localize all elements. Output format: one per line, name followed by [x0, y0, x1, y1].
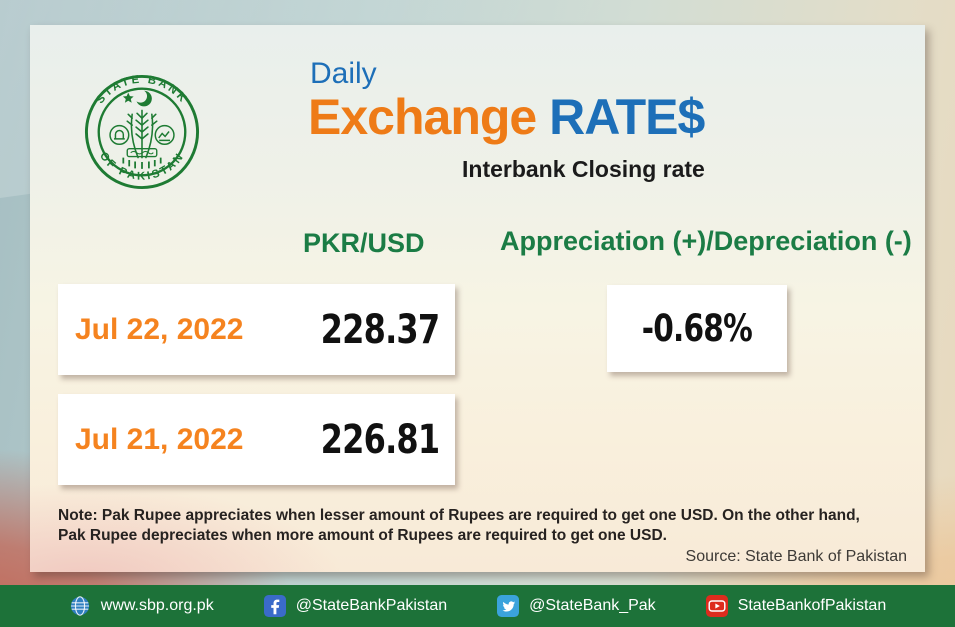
youtube-handle-label: StateBankofPakistan: [737, 597, 887, 614]
title-daily: Daily: [310, 57, 377, 90]
main-title: Exchange RATE$: [308, 88, 705, 146]
left-emblem-icon: [109, 124, 130, 146]
rate-value: 226.81: [320, 416, 439, 463]
subtitle-interbank: Interbank Closing rate: [462, 156, 705, 182]
column-header-pkr-usd: PKR/USD: [303, 228, 425, 258]
main-title-rates: RATE$: [549, 89, 705, 145]
banner-scroll: [126, 148, 158, 158]
date-label: Jul 21, 2022: [75, 422, 244, 456]
rate-row-jul21: Jul 21, 2022 226.81: [58, 394, 455, 485]
facebook-handle-label: @StateBankPakistan: [295, 597, 448, 614]
facebook-link[interactable]: @StateBankPakistan: [263, 595, 448, 617]
twitter-icon: [497, 595, 520, 617]
twitter-link[interactable]: @StateBank_Pak: [497, 595, 656, 617]
change-value: -0.68%: [641, 307, 753, 350]
footnote: Note: Pak Rupee appreciates when lesser …: [58, 507, 860, 544]
website-link[interactable]: www.sbp.org.pk: [69, 595, 214, 617]
date-label: Jul 22, 2022: [75, 312, 244, 346]
website-label: www.sbp.org.pk: [100, 597, 214, 614]
rate-value: 228.37: [320, 306, 439, 353]
main-title-exchange: Exchange: [308, 89, 550, 145]
right-emblem-icon: [154, 124, 175, 146]
crescent-star-icon: [122, 90, 152, 107]
rate-row-jul22: Jul 22, 2022 228.37: [58, 284, 455, 375]
sbp-seal-logo: STATE BANK OF PAKISTAN: [84, 74, 200, 190]
seal-bottom-ticks: [122, 157, 162, 169]
twitter-handle-label: @StateBank_Pak: [529, 597, 656, 614]
main-panel: STATE BANK OF PAKISTAN: [30, 25, 925, 572]
youtube-icon: [705, 595, 728, 617]
source-attribution: Source: State Bank of Pakistan: [685, 548, 907, 565]
wheat-sheaf-icon: [126, 109, 158, 159]
change-card: -0.68%: [607, 285, 787, 372]
column-header-appreciation-depreciation: Appreciation (+)/Depreciation (-): [500, 226, 912, 256]
globe-icon: [70, 596, 89, 616]
youtube-link[interactable]: StateBankofPakistan: [705, 595, 887, 617]
footer-bar: www.sbp.org.pk @StateBankPakistan @State…: [0, 585, 955, 627]
facebook-icon: [263, 595, 286, 617]
